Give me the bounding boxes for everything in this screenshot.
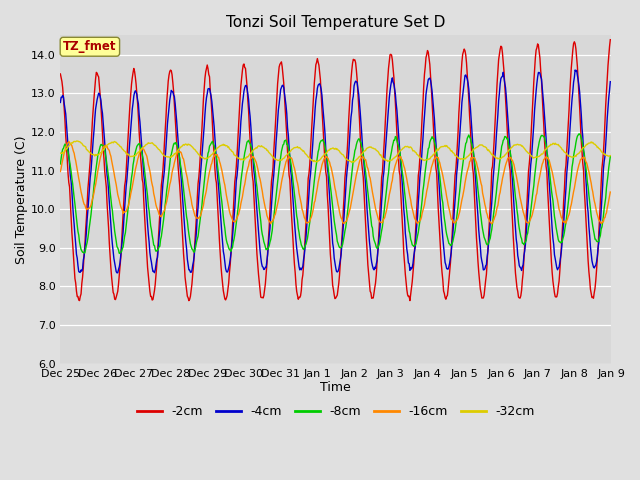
Line: -16cm: -16cm [60,142,611,224]
-4cm [572,67,579,73]
-8cm [180,186,188,192]
-16cm [56,168,64,174]
-2cm [56,71,64,77]
-32cm [348,159,356,165]
-8cm [115,251,123,256]
-2cm [185,298,193,303]
-8cm [124,210,132,216]
-4cm [124,167,132,173]
-4cm [113,270,121,276]
-4cm [607,79,614,84]
Legend: -2cm, -4cm, -8cm, -16cm, -32cm: -2cm, -4cm, -8cm, -16cm, -32cm [132,400,540,423]
Line: -2cm: -2cm [60,40,611,300]
Y-axis label: Soil Temperature (C): Soil Temperature (C) [15,135,28,264]
-16cm [267,221,275,227]
-2cm [179,240,187,245]
-8cm [209,138,216,144]
-32cm [209,151,216,157]
-2cm [209,124,216,130]
Line: -8cm: -8cm [60,134,611,253]
-2cm [419,100,427,106]
-32cm [404,144,412,149]
-32cm [124,151,132,157]
-16cm [180,156,188,162]
-4cm [419,137,427,143]
-4cm [56,99,64,105]
-4cm [209,107,216,112]
Line: -32cm: -32cm [60,141,611,162]
-8cm [419,188,427,193]
-32cm [56,150,64,156]
-32cm [67,141,74,147]
-8cm [575,131,583,137]
-8cm [403,210,411,216]
-16cm [67,142,75,147]
-16cm [420,205,428,211]
-4cm [67,173,74,179]
-2cm [403,287,411,293]
-8cm [607,154,614,159]
-2cm [67,200,74,205]
-32cm [180,142,188,147]
-2cm [607,37,614,43]
Title: Tonzi Soil Temperature Set D: Tonzi Soil Temperature Set D [226,15,445,30]
-16cm [124,204,132,210]
Line: -4cm: -4cm [60,70,611,273]
-8cm [67,163,74,169]
X-axis label: Time: Time [321,382,351,395]
Text: TZ_fmet: TZ_fmet [63,40,116,53]
-8cm [56,161,64,167]
-32cm [607,153,614,158]
-4cm [403,246,411,252]
-16cm [404,181,412,187]
-32cm [420,157,428,163]
-16cm [65,139,73,144]
-16cm [607,189,614,195]
-16cm [209,157,216,163]
-2cm [123,154,131,160]
-4cm [180,208,188,214]
-32cm [74,138,81,144]
